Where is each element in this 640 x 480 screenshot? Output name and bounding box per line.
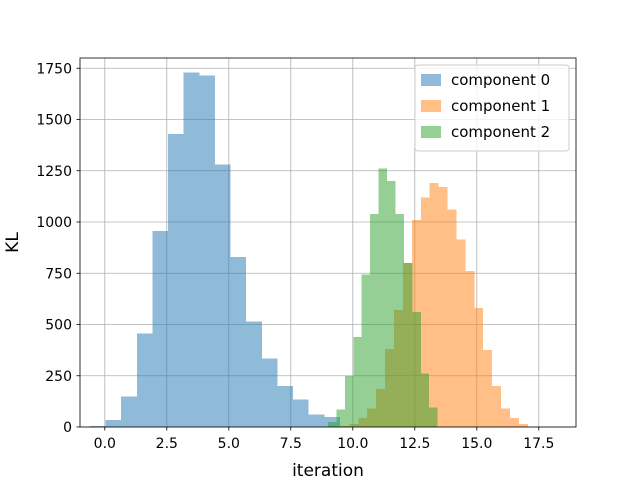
histogram-bar: [168, 133, 184, 427]
legend-frame: [414, 64, 570, 152]
y-tick-label: 1250: [36, 164, 72, 180]
series-2-bars: [328, 168, 438, 427]
histogram-bar: [308, 414, 325, 427]
histogram-bar: [293, 399, 309, 427]
histogram-bar: [261, 358, 278, 427]
y-tick-label: 0: [63, 420, 72, 436]
y-tick-label: 1500: [36, 113, 72, 129]
histogram-bar: [429, 407, 438, 427]
histogram-bar: [183, 72, 200, 427]
histogram-bar: [336, 409, 345, 427]
histogram-bar: [447, 209, 457, 427]
histogram-bar: [370, 213, 379, 427]
y-tick-label: 250: [45, 369, 72, 385]
axis-ticks: 0.0 2.5 5.0 7.5 10.0 12.5 15.0 17.5 0 250 500 750 10…: [36, 61, 554, 452]
histogram-bar: [361, 274, 371, 427]
histogram-bars: [89, 72, 528, 428]
x-tick-label: 7.5: [280, 436, 302, 452]
legend-swatch: [421, 126, 441, 138]
histogram-bar: [456, 239, 466, 427]
plot-area-frame: [79, 57, 577, 428]
histogram-bar: [438, 187, 448, 427]
histogram-bar: [510, 417, 519, 427]
histogram-bar: [136, 333, 153, 427]
legend-label: component 0: [451, 71, 550, 89]
histogram-bar: [474, 308, 484, 427]
histogram-bar: [429, 183, 439, 427]
histogram-bar: [353, 336, 362, 427]
histogram-bar: [121, 396, 137, 427]
histogram-bar: [89, 425, 106, 427]
histogram-bar: [483, 350, 493, 427]
histogram-bar: [344, 375, 354, 427]
x-axis-label: iteration: [292, 461, 364, 480]
legend-swatch: [421, 100, 441, 112]
histogram-bar: [465, 271, 475, 427]
y-axis-label: KL: [3, 232, 23, 253]
histogram-bar: [328, 421, 337, 427]
x-tick-label: 17.5: [523, 436, 554, 452]
x-tick-label: 10.0: [337, 436, 368, 452]
histogram-bar: [214, 164, 231, 427]
histogram-bar: [152, 231, 169, 427]
histogram-bar: [518, 423, 528, 427]
histogram-bar: [105, 419, 122, 427]
histogram-bar: [246, 321, 262, 427]
histogram-bar: [395, 213, 404, 427]
histogram-bar: [277, 386, 294, 427]
legend: component 0 component 1 component 2: [414, 64, 570, 152]
x-tick-label: 2.5: [156, 436, 178, 452]
legend-swatch: [421, 74, 441, 86]
histogram-bar: [199, 75, 215, 428]
histogram-bar: [420, 197, 430, 427]
histogram-bar: [387, 181, 396, 427]
histogram-bar: [492, 386, 502, 427]
x-tick-label: 0.0: [94, 436, 116, 452]
legend-label: component 1: [451, 97, 550, 115]
histogram-bar: [420, 373, 430, 427]
x-tick-label: 5.0: [218, 436, 240, 452]
y-tick-label: 500: [45, 318, 72, 334]
histogram-bar: [403, 263, 413, 427]
histogram-bar: [230, 256, 247, 427]
y-tick-label: 1750: [36, 61, 72, 77]
x-tick-label: 12.5: [399, 436, 430, 452]
histogram-bar: [501, 408, 511, 427]
y-tick-label: 1000: [36, 215, 72, 231]
x-tick-label: 15.0: [461, 436, 492, 452]
histogram-bar: [412, 312, 421, 427]
histogram-bar: [378, 168, 388, 427]
y-tick-label: 750: [45, 266, 72, 282]
legend-label: component 2: [451, 123, 550, 141]
series-0-bars: [89, 72, 340, 428]
